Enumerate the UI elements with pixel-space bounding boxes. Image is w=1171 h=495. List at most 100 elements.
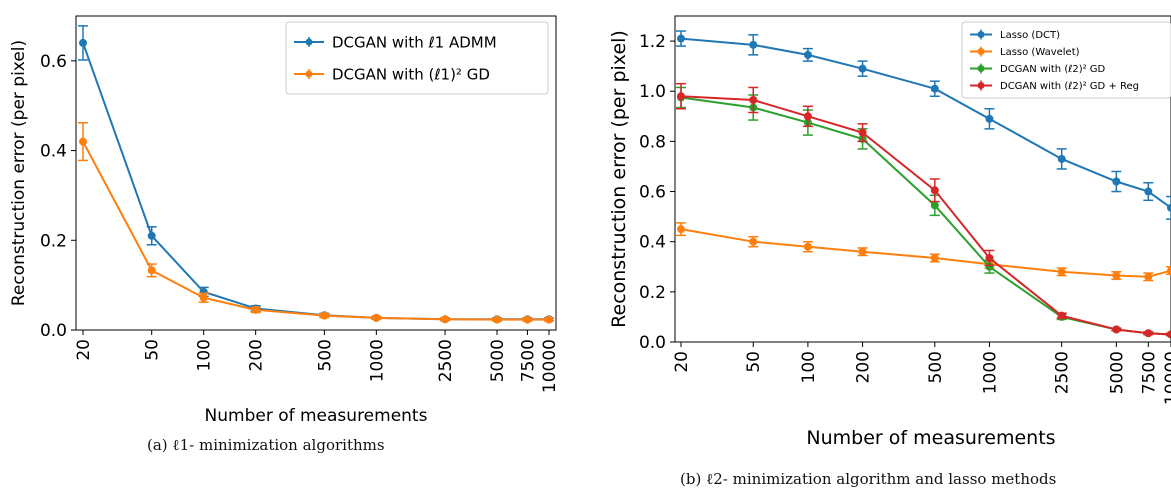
data-point [803, 242, 812, 251]
series-1 [676, 222, 1171, 282]
legend: DCGAN with ℓ1 ADMM DCGAN with (ℓ1)² GD [285, 21, 549, 95]
data-point [147, 266, 156, 275]
data-point [199, 293, 208, 302]
legend-swatch-marker [977, 48, 985, 55]
chart-a: 0.0 0.2 0.4 0.6 20 50 100 200 500 1000 2500 5000 750… [9, 15, 560, 426]
series-line [680, 96, 1171, 336]
data-point [930, 201, 939, 210]
legend-swatch-marker [977, 31, 985, 38]
data-point [79, 137, 87, 146]
y-tick-label: 0.2 [40, 231, 67, 251]
y-tick-label: 0.2 [639, 283, 666, 303]
x-tick-label: 500 [926, 351, 946, 383]
data-point [803, 112, 812, 121]
x-tick-label: 5000 [488, 339, 508, 382]
legend-box [285, 21, 549, 95]
x-tick-label: 1000 [980, 351, 1000, 394]
data-point [79, 38, 87, 47]
legend-label: DCGAN with (ℓ2)² GD [1000, 64, 1106, 75]
data-point [493, 315, 502, 324]
series-line [82, 141, 549, 321]
x-tick-label: 20 [672, 351, 692, 373]
x-tick-label: 10000 [540, 339, 560, 393]
x-tick-label: 100 [799, 351, 819, 383]
data-point [930, 253, 939, 262]
data-point [1112, 325, 1121, 334]
data-point [147, 231, 156, 240]
x-tick-label: 50 [143, 339, 163, 361]
x-tick-label: 2500 [436, 339, 456, 382]
data-point [930, 186, 939, 195]
series-3 [676, 82, 1171, 339]
data-point [1112, 177, 1121, 186]
y-tick-label: 0.6 [639, 183, 666, 203]
series-line [680, 95, 1171, 336]
data-point [677, 225, 685, 234]
data-point [749, 237, 758, 246]
series-0 [676, 30, 1171, 220]
x-axis-label: Number of measurements [806, 427, 1055, 449]
data-point [985, 253, 994, 262]
legend-label: DCGAN with ℓ1 ADMM [332, 33, 497, 51]
plot-frame [674, 15, 1171, 343]
data-point [441, 315, 450, 324]
y-axis-label: Reconstruction error (per pixel) [9, 40, 29, 306]
data-point [1167, 203, 1171, 212]
x-tick-label: 5000 [1107, 351, 1127, 394]
data-point [749, 96, 758, 105]
legend-label: DCGAN with (ℓ2)² GD + Reg [1000, 81, 1139, 92]
data-point [1057, 267, 1066, 276]
x-tick-label: 500 [315, 339, 335, 371]
caption-b: (b) ℓ2- minimization algorithm and lasso… [680, 470, 1057, 488]
data-point [803, 50, 812, 59]
legend-swatch-marker [977, 65, 985, 72]
data-point [1112, 271, 1121, 280]
x-tick-label: 1000 [367, 339, 387, 382]
x-tick-label: 50 [744, 351, 764, 373]
data-point [858, 64, 867, 73]
data-point [985, 114, 994, 123]
data-point [545, 315, 553, 324]
y-tick-label: 1.2 [639, 32, 666, 52]
data-point [1144, 187, 1153, 196]
legend-swatch-marker [305, 38, 313, 46]
data-point [677, 34, 685, 43]
data-point [1057, 154, 1066, 163]
data-point [858, 247, 867, 256]
data-point [1167, 266, 1171, 275]
y-tick-label: 0.6 [40, 52, 67, 72]
data-point [749, 40, 758, 49]
y-tick-label: 0.0 [639, 333, 666, 353]
x-tick-label: 10000 [1162, 351, 1171, 405]
data-point [1057, 311, 1066, 320]
x-tick-label: 7500 [518, 339, 538, 382]
data-point [677, 92, 685, 101]
data-point [1144, 329, 1153, 338]
series-1 [78, 122, 554, 324]
legend: Lasso (DCT) Lasso (Wavelet) DCGAN with (ℓ2… [961, 21, 1171, 99]
series-2 [676, 86, 1171, 339]
legend-label: Lasso (Wavelet) [1000, 47, 1080, 58]
data-point [372, 313, 381, 322]
legend-box [961, 21, 1171, 99]
x-tick-label: 100 [195, 339, 215, 371]
y-tick-label: 0.0 [40, 321, 67, 341]
caption-a: (a) ℓ1- minimization algorithms [147, 436, 385, 454]
chart-b: 0.0 0.2 0.4 0.6 0.8 1.0 1.2 20 50 100 200 500 1000 25… [608, 15, 1171, 449]
legend-swatch-marker [977, 82, 985, 89]
x-tick-label: 200 [247, 339, 267, 371]
data-point [1144, 272, 1153, 281]
x-tick-label: 2500 [1053, 351, 1073, 394]
legend-label: Lasso (DCT) [1000, 30, 1060, 41]
data-point [858, 128, 867, 137]
legend-swatch-marker [305, 70, 313, 78]
data-point [930, 84, 939, 93]
y-tick-label: 0.4 [639, 233, 666, 253]
data-point [1167, 330, 1171, 339]
y-tick-label: 0.4 [40, 142, 67, 162]
series-line [680, 228, 1171, 278]
y-tick-label: 1.0 [639, 82, 666, 102]
legend-label: DCGAN with (ℓ1)² GD [332, 65, 490, 83]
y-axis-label: Reconstruction error (per pixel) [608, 30, 630, 328]
